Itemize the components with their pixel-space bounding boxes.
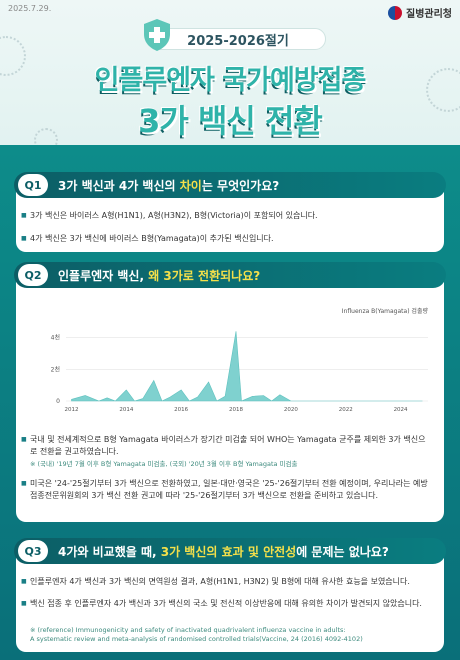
q3-bullet: 인플루엔자 4가 백신과 3가 백신의 면역원성 결과, A형(H1N1, H3… [21,576,432,588]
q3-reference-line1: ※ (reference) Immunogenicity and safety … [30,626,346,634]
season-label: 2025-2026절기 [150,28,326,50]
q1-question-part: 는 무엇인가요? [201,178,280,193]
q2-bullet: 국내 및 전세계적으로 B형 Yamagata 바이러스가 장기간 미검출 되어… [21,434,432,458]
q3-question-part: 에 문제는 없나요? [296,544,389,559]
q3-question: 4가와 비교했을 때, 3가 백신의 효과 및 안전성에 문제는 없나요? [58,543,389,560]
shield-cross-icon [144,19,170,51]
q2-question-part: 인플루엔자 백신, [58,268,149,283]
publish-date: 2025.7.29. [8,4,52,13]
q1-question-part: 3가 백신과 4가 백신의 [58,178,180,193]
q2-question-highlight: 왜 3가로 전환되나요? [148,268,261,283]
agency-logo: 질병관리청 [388,5,452,20]
page-title-line1: 인플루엔자 국가예방접종 [94,65,367,96]
x-tick-label: 2016 [174,407,188,413]
q3-reference: ※ (reference) Immunogenicity and safety … [30,626,430,644]
q3-question-highlight: 3가 백신의 효과 및 안전성 [160,544,297,559]
x-tick-label: 2014 [119,407,133,413]
chart-title: Influenza B(Yamagata) 검출량 [342,307,429,315]
x-tick-label: 2022 [339,407,353,413]
q3-badge: Q3 [18,540,48,562]
y-tick-label: 2천 [51,365,60,373]
q1-question-bar: Q1 3가 백신과 4가 백신의 차이는 무엇인가요? [14,172,446,198]
q1-question-highlight: 차이 [179,178,202,193]
x-tick-label: 2020 [284,407,298,413]
q3-reference-line2: A systematic review and meta-analysis of… [30,635,363,643]
taegeuk-icon [388,5,402,20]
yamagata-detection-chart: Influenza B(Yamagata) 검출량 0 2천 4천 2012 2014 20… [51,307,429,413]
q2-note: ※ (국내) '19년 7월 이후 B형 Yamagata 미검출, (국외) … [30,460,298,468]
y-tick-label: 4천 [51,334,60,342]
q3-bullet: 백신 접종 후 인플루엔자 4가 백신과 3가 백신의 국소 및 전신적 이상반… [21,598,432,610]
q1-question: 3가 백신과 4가 백신의 차이는 무엇인가요? [58,177,279,194]
x-tick-label: 2018 [229,407,243,413]
x-tick-label: 2012 [64,407,78,413]
q3-question-bar: Q3 4가와 비교했을 때, 3가 백신의 효과 및 안전성에 문제는 없나요? [14,538,446,564]
agency-name: 질병관리청 [406,9,452,20]
series-area [71,331,423,402]
q3-question-part: 4가와 비교했을 때, [58,544,161,559]
q2-badge: Q2 [18,264,48,286]
y-tick-label: 0 [56,398,60,405]
q2-question: 인플루엔자 백신, 왜 3가로 전환되나요? [58,267,260,284]
virus-decoration-icon [426,68,460,112]
q1-badge: Q1 [18,174,48,196]
x-tick-label: 2024 [394,407,408,413]
q1-bullet: 4가 백신은 3가 백신에 바이러스 B형(Yamagata)이 추가된 백신입… [21,233,432,245]
page-title-line2: 3가 백신 전환 [138,102,323,140]
q2-question-bar: Q2 인플루엔자 백신, 왜 3가로 전환되나요? [14,262,446,288]
q2-bullet: 미국은 '24-'25절기부터 3가 백신으로 전환하였고, 일본·대만·영국은… [21,478,432,502]
q1-bullet: 3가 백신은 바이러스 A형(H1N1), A형(H3N2), B형(Victo… [21,210,432,222]
